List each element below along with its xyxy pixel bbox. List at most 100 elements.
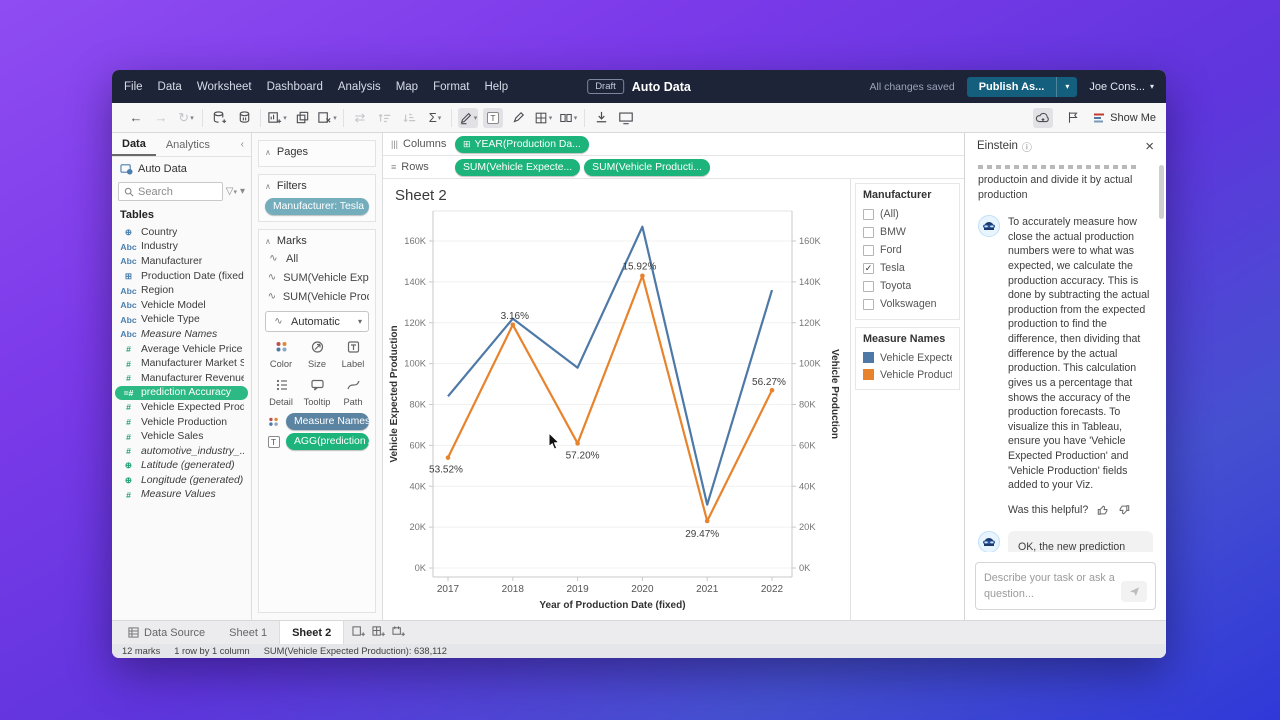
tab-analytics[interactable]: Analytics <box>165 138 210 151</box>
checkbox-icon[interactable] <box>863 208 874 220</box>
thumbs-down-icon[interactable] <box>1118 504 1130 516</box>
size-shelf-button[interactable]: Size <box>301 336 333 371</box>
cloud-button[interactable] <box>1033 107 1054 128</box>
field-vehicle-production[interactable]: # Vehicle Production <box>115 415 248 430</box>
rows-shelf[interactable]: ≡ Rows SUM(Vehicle Expecte... SUM(Vehicle… <box>383 156 964 179</box>
tooltip-shelf-button[interactable]: Tooltip <box>301 374 333 409</box>
filter-funnel-icon[interactable]: ▽▾ <box>225 186 237 197</box>
field-country[interactable]: ⊕ Country <box>115 225 248 240</box>
send-icon[interactable] <box>1121 581 1147 602</box>
pill-agg-prediction-acc-[interactable]: AGG(prediction Acc... <box>286 433 369 450</box>
forward-button[interactable]: → <box>154 110 168 125</box>
thumbs-up-icon[interactable] <box>1097 504 1109 516</box>
publish-caret-icon[interactable]: ▾ <box>1056 76 1077 97</box>
field-manufacturer-revenue-[interactable]: # Manufacturer Revenue ... <box>115 371 248 386</box>
field-vehicle-type[interactable]: Abc Vehicle Type <box>115 313 248 328</box>
menu-worksheet[interactable]: Worksheet <box>196 80 252 93</box>
publish-button[interactable]: Publish As... ▾ <box>966 76 1078 97</box>
field-manufacturer-market-s-[interactable]: # Manufacturer Market S... <box>115 356 248 371</box>
filter-item--all-[interactable]: (All) <box>863 205 952 223</box>
field-longitude-generated-[interactable]: ⊕ Longitude (generated) <box>115 473 248 488</box>
checkbox-icon[interactable] <box>863 244 874 256</box>
menu-map[interactable]: Map <box>395 80 419 93</box>
user-menu[interactable]: Joe Cons... ▾ <box>1089 80 1154 93</box>
filter-item-ford[interactable]: Ford <box>863 241 952 259</box>
filter-item-bmw[interactable]: BMW <box>863 223 952 241</box>
back-button[interactable]: ← <box>129 110 143 125</box>
filter-item-toyota[interactable]: Toyota <box>863 277 952 295</box>
checkbox-icon[interactable] <box>863 280 874 292</box>
color-shelf-button[interactable]: Color <box>265 336 297 371</box>
field-industry[interactable]: Abc Industry <box>115 240 248 255</box>
pill-measure-names[interactable]: Measure Names <box>286 413 369 430</box>
collapse-pane-icon[interactable]: ‹ <box>240 139 244 150</box>
field-vehicle-model[interactable]: Abc Vehicle Model <box>115 298 248 313</box>
show-mark-labels-button[interactable]: T <box>483 107 503 128</box>
info-icon[interactable]: ⓘ <box>1021 142 1032 154</box>
rows-pill-sum-vehicle-producti-[interactable]: SUM(Vehicle Producti... <box>584 158 710 176</box>
tab-sheet-1[interactable]: Sheet 1 <box>229 626 268 639</box>
field-region[interactable]: Abc Region <box>115 283 248 298</box>
field-vehicle-sales[interactable]: # Vehicle Sales <box>115 429 248 444</box>
line-chart[interactable]: 0K 0K 20K 20K 40K 40K 60K 60K 80K 80K 100K 100K 120K… <box>383 179 846 620</box>
path-shelf-button[interactable]: Path <box>337 374 369 409</box>
data-source-row[interactable]: Auto Data <box>112 157 251 179</box>
field-automotive-industry-[interactable]: # automotive_industry_... <box>115 444 248 459</box>
filter-item-volkswagen[interactable]: Volkswagen <box>863 295 952 313</box>
field-vehicle-expected-prod-[interactable]: # Vehicle Expected Prod... <box>115 400 248 415</box>
close-icon[interactable]: × <box>1145 137 1154 155</box>
highlight-button[interactable]: ▾ <box>458 107 478 128</box>
tab-data-source[interactable]: Data Source <box>116 621 217 644</box>
mark-layer-sum-vehicle-product-[interactable]: ∿ SUM(Vehicle Product... <box>267 290 369 303</box>
show-me-button[interactable]: Show Me <box>1093 112 1156 124</box>
menu-format[interactable]: Format <box>433 80 470 93</box>
presentation-mode-button[interactable] <box>616 108 636 128</box>
columns-shelf[interactable]: ||| Columns ⊞ YEAR(Production Da... <box>383 133 964 156</box>
borders-button[interactable]: ▾ <box>533 108 553 128</box>
new-worksheet-tab-icon[interactable] <box>352 625 366 640</box>
add-data-source-button[interactable] <box>209 108 229 128</box>
field-production-date-fixed-[interactable]: ⊞ Production Date (fixed) <box>115 269 248 284</box>
new-story-tab-icon[interactable] <box>392 625 406 640</box>
menu-dashboard[interactable]: Dashboard <box>266 80 323 93</box>
einstein-prompt-input[interactable]: Describe your task or ask a question... <box>975 561 1156 610</box>
rows-pill-sum-vehicle-expecte-[interactable]: SUM(Vehicle Expecte... <box>455 158 581 176</box>
field-measure-values[interactable]: # Measure Values <box>115 488 248 503</box>
mark-layer-sum-vehicle-expect-[interactable]: ∿ SUM(Vehicle Expect... <box>267 271 369 284</box>
chevron-up-icon[interactable]: ∧ <box>265 147 271 157</box>
field-latitude-generated-[interactable]: ⊕ Latitude (generated) <box>115 459 248 474</box>
pane-menu-icon[interactable]: ▾ <box>239 186 245 197</box>
search-input[interactable]: Search <box>118 182 223 201</box>
detail-shelf-button[interactable]: Detail <box>265 374 297 409</box>
fit-view-button[interactable]: ▾ <box>558 108 578 128</box>
totals-sigma-button[interactable]: Σ ▾ <box>428 110 442 125</box>
menu-data[interactable]: Data <box>157 80 182 93</box>
redo-button[interactable]: ↻ ▾ <box>178 109 194 125</box>
flag-button[interactable] <box>1063 108 1083 128</box>
sort-ascending-button[interactable] <box>375 108 395 128</box>
filter-pill-manufacturer[interactable]: Manufacturer: Tesla <box>265 198 369 215</box>
tab-data[interactable]: Data <box>112 133 156 156</box>
label-shelf-button[interactable]: Label <box>337 336 369 371</box>
legend-item-vehicle-expected-pro-[interactable]: Vehicle Expected Pro... <box>863 349 952 366</box>
menu-analysis[interactable]: Analysis <box>337 80 381 93</box>
mark-type-dropdown[interactable]: ∿ Automatic ▾ <box>265 311 369 332</box>
worksheet-view[interactable]: Sheet 2 0K 0K 20K 20K 40K 40K 60K 60K 80K 80K 100K… <box>383 179 850 620</box>
download-button[interactable] <box>591 108 611 128</box>
field-manufacturer[interactable]: Abc Manufacturer <box>115 254 248 269</box>
columns-pill-year-production-da-[interactable]: ⊞ YEAR(Production Da... <box>455 135 589 153</box>
menu-help[interactable]: Help <box>484 80 509 93</box>
swap-axes-button[interactable]: ⇄ <box>354 109 366 125</box>
sort-descending-button[interactable] <box>400 108 420 128</box>
save-data-source-button[interactable] <box>234 108 254 128</box>
filter-item-tesla[interactable]: ✓ Tesla <box>863 262 905 274</box>
clear-sheet-button[interactable]: ▾ <box>317 108 337 128</box>
duplicate-sheet-button[interactable] <box>292 108 312 128</box>
chevron-up-icon[interactable]: ∧ <box>265 236 271 246</box>
mark-layer-all[interactable]: ∿ All <box>265 249 369 268</box>
checkbox-icon[interactable]: ✓ <box>863 262 874 274</box>
format-button[interactable] <box>508 108 528 128</box>
new-dashboard-tab-icon[interactable] <box>372 625 386 640</box>
field-measure-names[interactable]: Abc Measure Names <box>115 327 248 342</box>
checkbox-icon[interactable] <box>863 298 874 310</box>
